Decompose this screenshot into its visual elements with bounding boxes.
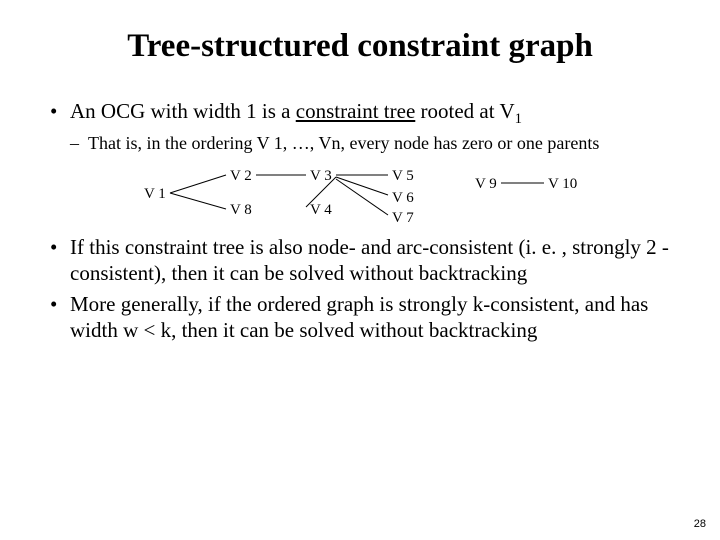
node-v2: V 2 — [230, 167, 252, 185]
node-v9: V 9 — [475, 175, 497, 193]
diagram-edges — [120, 159, 640, 229]
bullet-list: An OCG with width 1 is a constraint tree… — [50, 99, 670, 344]
slide-title: Tree-structured constraint graph — [50, 28, 670, 65]
node-v3: V 3 — [310, 167, 332, 185]
bullet-1: An OCG with width 1 is a constraint tree… — [50, 99, 670, 229]
node-v7: V 7 — [392, 209, 414, 227]
bullet-3: More generally, if the ordered graph is … — [50, 292, 670, 343]
node-v6: V 6 — [392, 189, 414, 207]
node-v1: V 1 — [144, 185, 166, 203]
node-v5: V 5 — [392, 167, 414, 185]
node-v10: V 10 — [548, 175, 577, 193]
bullet-1-post: rooted at V — [415, 99, 514, 123]
tree-diagram: V 1 V 2 V 8 V 3 V 4 V 5 V 6 V 7 V 9 V 10 — [120, 159, 640, 229]
bullet-2: If this constraint tree is also node- an… — [50, 235, 670, 286]
sub-bullet-1: That is, in the ordering V 1, …, Vn, eve… — [70, 133, 670, 155]
sub-list-1: That is, in the ordering V 1, …, Vn, eve… — [70, 133, 670, 155]
node-v8: V 8 — [230, 201, 252, 219]
bullet-1-underline: constraint tree — [296, 99, 416, 123]
bullet-1-pre: An OCG with width 1 is a — [70, 99, 296, 123]
bullet-1-subscript: 1 — [515, 111, 522, 127]
node-v4: V 4 — [310, 201, 332, 219]
page-number: 28 — [694, 518, 706, 530]
